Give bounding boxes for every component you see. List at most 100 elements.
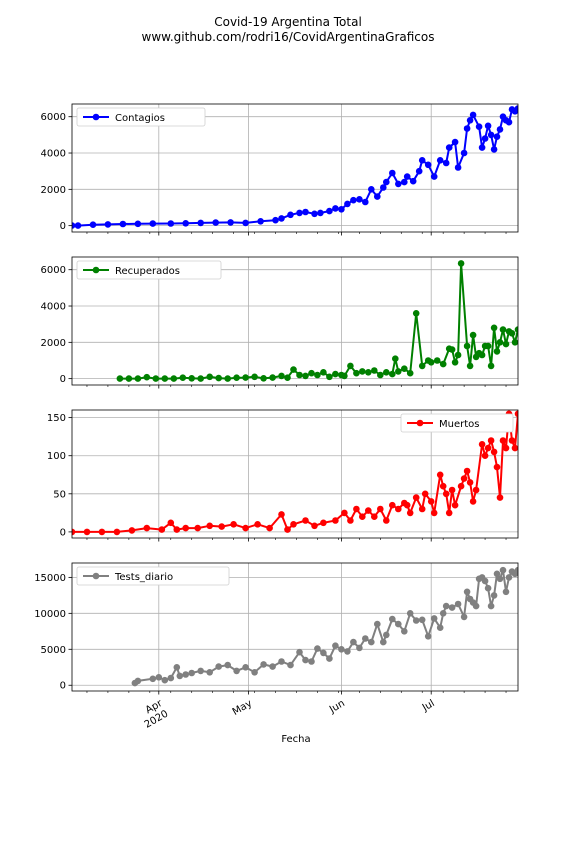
data-point — [320, 369, 327, 376]
data-point — [371, 367, 378, 374]
data-point — [389, 615, 396, 623]
data-point — [395, 368, 402, 375]
data-point — [469, 111, 477, 119]
data-point — [466, 362, 474, 370]
y-tick-label: 0 — [60, 527, 66, 538]
data-point — [401, 365, 408, 373]
data-point — [481, 577, 489, 585]
data-point — [436, 624, 444, 631]
data-point — [484, 584, 492, 592]
data-point — [403, 173, 411, 180]
data-point — [296, 648, 303, 656]
data-point — [511, 339, 518, 346]
data-point — [392, 355, 399, 363]
data-point — [284, 526, 291, 533]
data-point — [454, 351, 462, 359]
data-point — [406, 369, 414, 377]
data-point — [314, 371, 321, 379]
x-tick-label: Jun — [327, 698, 347, 716]
series-line — [119, 262, 518, 380]
data-point — [463, 467, 471, 475]
data-point — [484, 342, 492, 350]
data-point — [448, 604, 456, 611]
data-point — [338, 646, 345, 653]
x-tick-label: May — [231, 698, 254, 718]
legend-marker — [92, 113, 100, 121]
axes-frame — [71, 409, 519, 539]
data-point — [377, 505, 384, 513]
data-point — [484, 122, 492, 130]
data-point — [505, 118, 513, 126]
data-point — [421, 490, 429, 498]
data-point — [233, 374, 240, 382]
data-point — [149, 220, 157, 227]
data-point — [463, 588, 471, 596]
data-point — [466, 479, 474, 486]
subplot-2: 0 2000 4000 6000 Recuperados — [41, 256, 519, 389]
y-tick-label: 0 — [60, 374, 66, 385]
data-point — [433, 357, 441, 364]
data-point — [418, 616, 426, 624]
data-point — [383, 369, 390, 376]
data-point — [460, 475, 468, 482]
data-point — [284, 374, 291, 382]
data-point — [215, 374, 222, 382]
data-point — [83, 528, 91, 536]
legend-marker — [416, 419, 424, 427]
data-point — [490, 448, 498, 456]
y-tick-label: 150 — [47, 413, 66, 424]
data-point — [371, 513, 378, 520]
data-point — [269, 374, 276, 381]
data-point — [353, 369, 360, 377]
y-tick-label: 4000 — [41, 302, 66, 313]
data-point — [134, 375, 142, 382]
data-point — [308, 369, 315, 377]
data-point — [457, 260, 465, 267]
data-point — [119, 220, 127, 228]
data-point — [439, 360, 447, 368]
data-point — [418, 505, 426, 513]
data-point — [487, 362, 495, 370]
data-point — [224, 661, 231, 669]
data-point — [406, 610, 414, 617]
data-point — [463, 342, 471, 350]
data-point — [412, 494, 420, 501]
data-point — [176, 672, 184, 680]
data-point — [380, 638, 387, 646]
legend: Tests_diario — [76, 566, 230, 586]
data-point — [430, 173, 438, 180]
data-point — [472, 602, 480, 610]
data-point — [436, 471, 444, 479]
data-point — [442, 490, 450, 498]
data-point — [389, 501, 396, 509]
data-point — [197, 667, 204, 675]
y-tick-label: 5000 — [41, 645, 66, 656]
data-point — [320, 519, 327, 527]
data-point — [311, 210, 318, 218]
data-point — [365, 369, 372, 376]
y-tick-label: 10000 — [34, 609, 66, 620]
data-point — [224, 375, 231, 382]
data-point — [116, 375, 124, 382]
data-point — [194, 524, 201, 532]
data-point — [457, 482, 465, 490]
data-point — [466, 117, 474, 124]
data-point — [383, 178, 390, 186]
data-point — [380, 184, 387, 191]
data-point — [251, 373, 258, 381]
data-point — [442, 602, 450, 610]
data-point — [296, 371, 303, 379]
data-point — [389, 370, 396, 378]
data-point — [341, 509, 348, 517]
data-point — [266, 524, 273, 532]
data-point — [134, 677, 142, 685]
y-tick-label: 100 — [47, 451, 66, 462]
data-point — [448, 346, 456, 353]
x-tick-label-group: May — [231, 698, 254, 718]
figure-title-block: Covid-19 Argentina Total www.github.com/… — [0, 15, 576, 45]
x-axis-label: Fecha — [281, 734, 310, 745]
data-point — [332, 642, 339, 649]
legend-label: Tests_diario — [114, 572, 173, 583]
x-tick-label: Jul — [420, 698, 437, 714]
data-point — [278, 372, 285, 380]
